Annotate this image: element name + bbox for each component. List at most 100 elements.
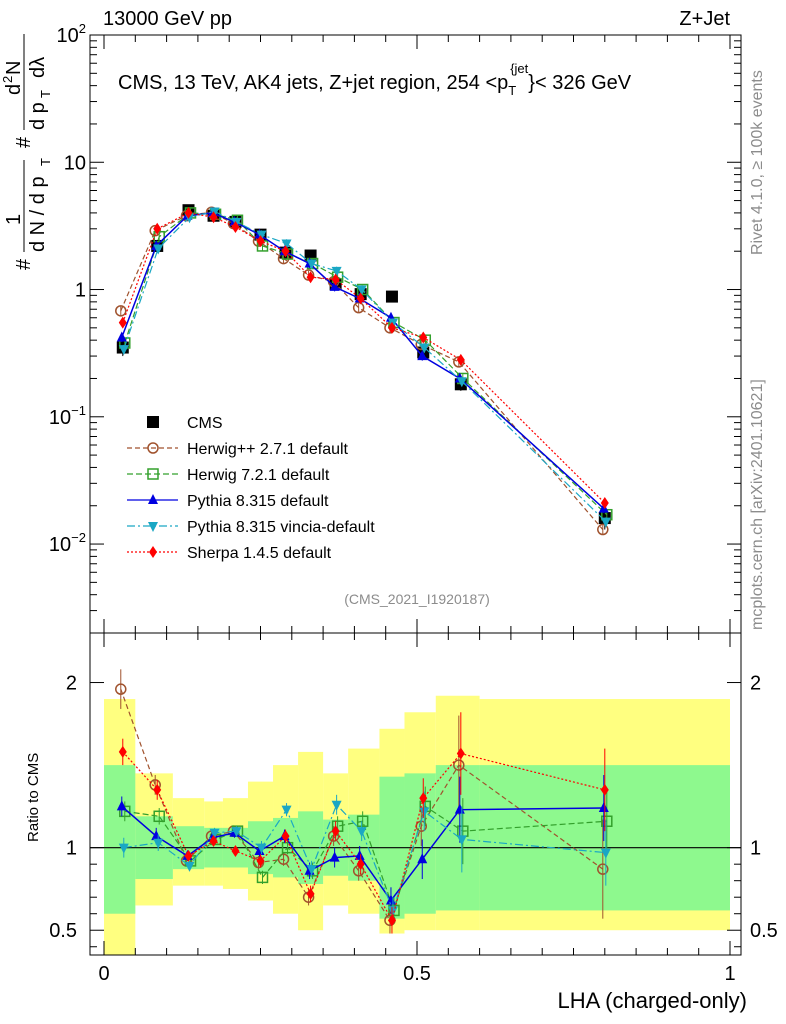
y-tick-label: 10−2 [49, 530, 86, 556]
ratio-band-green [435, 765, 480, 911]
data-point [153, 222, 162, 235]
data-point [385, 290, 398, 303]
ratio-y-ticks: 2 2 1 1 0.5 0.5 [49, 673, 778, 948]
ratio-point [306, 865, 317, 876]
ratio-line [120, 688, 604, 922]
ylabel-dN: d N / d p [27, 176, 49, 252]
series-line [121, 212, 605, 510]
legend-marker [148, 494, 158, 504]
legend-item: Sherpa 1.4.5 default [127, 545, 332, 562]
ratio-series [115, 669, 613, 934]
ratio-line [123, 803, 606, 913]
data-point [356, 285, 367, 296]
ylabel-dN-sub: T [38, 158, 53, 166]
ylabel-hash1: # [13, 258, 35, 270]
ratio-line [124, 805, 607, 913]
ratio-point [184, 861, 195, 872]
ratio-point [356, 815, 369, 827]
chart-title-sub: T [508, 83, 516, 98]
data-point [352, 301, 365, 314]
ratio-point [453, 759, 465, 771]
series-5 [118, 206, 609, 510]
ratio-point [209, 835, 218, 848]
x-tick-label: 0 [98, 963, 109, 985]
ratio-point [116, 800, 127, 811]
ratio-point [331, 825, 340, 838]
side-label-mcplots: mcplots.cern.ch [arXiv:2401.10621] [749, 379, 766, 630]
ratio-point [281, 830, 290, 843]
ratio-point [419, 792, 428, 805]
ratio-point [231, 844, 240, 857]
legend-item: CMS [147, 415, 223, 432]
legend-label: Herwig++ 2.7.1 default [187, 441, 349, 458]
ratio-y-label: Ratio to CMS [25, 753, 42, 842]
ratio-point [387, 906, 398, 917]
legend-marker [147, 442, 159, 454]
legend-item: Herwig 7.2.1 default [127, 467, 330, 484]
data-point [256, 235, 265, 248]
ylabel-dpt-sub: T [38, 90, 53, 98]
data-point [419, 331, 428, 344]
data-point [417, 350, 428, 361]
side-label-rivet: Rivet 4.1.0, ≥ 100k events [749, 70, 766, 255]
legend-item: Pythia 8.315 default [127, 493, 329, 510]
data-point [597, 523, 609, 536]
ratio-band-green [104, 765, 136, 914]
ratio-series-5 [118, 712, 609, 934]
chart-title: CMS, 13 TeV, AK4 jets, Z+jet region, 254… [118, 61, 632, 98]
data-point [281, 239, 292, 250]
ratio-tick-label-right: 2 [750, 673, 761, 695]
legend-label: Herwig 7.2.1 default [187, 467, 330, 484]
legend-label: CMS [187, 415, 223, 432]
data-point [231, 220, 240, 233]
chart-title-sup: {jet [510, 61, 528, 76]
ratio-point [331, 800, 342, 811]
ratio-point [419, 807, 430, 818]
legend-label: Pythia 8.315 default [187, 493, 329, 510]
ratio-point [277, 853, 290, 865]
main-series [115, 204, 613, 536]
legend-label: Sherpa 1.4.5 default [187, 545, 332, 562]
ylabel-d2N-sup: 2 [0, 76, 15, 83]
y-tick-label: 102 [57, 21, 86, 47]
ratio-band-green [404, 773, 436, 914]
data-point [600, 497, 609, 510]
series-line [123, 210, 607, 523]
data-point [356, 292, 365, 305]
data-point [209, 207, 220, 218]
legend-marker [148, 522, 158, 532]
data-point [456, 353, 465, 366]
chart-title-main: CMS, 13 TeV, AK4 jets, Z+jet region, 254… [118, 72, 508, 94]
ratio-point [153, 810, 165, 823]
x-axis-label: LHA (charged-only) [557, 988, 747, 1013]
data-point [331, 266, 342, 277]
data-point [598, 502, 609, 513]
ratio-tick-label-left: 1 [66, 838, 77, 860]
ratio-point [118, 745, 127, 758]
legend-item: Herwig++ 2.7.1 default [127, 441, 349, 458]
legend-item: Pythia 8.315 vincia-default [127, 519, 375, 536]
ylabel-one: 1 [3, 214, 25, 225]
legend-marker [147, 468, 159, 480]
y-tick-label: 10 [64, 152, 86, 174]
ratio-point [118, 843, 129, 854]
data-point [209, 211, 218, 224]
ratio-series-1 [115, 669, 609, 934]
ratio-tick-label-left: 0.5 [49, 920, 77, 942]
y-tick-label: 1 [75, 280, 86, 302]
data-point [118, 345, 129, 356]
ratio-point [184, 849, 193, 862]
ratio-bands [90, 695, 741, 955]
ylabel-dlambda: dλ [27, 57, 49, 78]
ratio-point [354, 849, 365, 860]
ratio-point [356, 858, 365, 871]
ratio-point [388, 904, 400, 917]
data-point [356, 283, 369, 296]
data-point [281, 245, 290, 258]
x-tick-label: 0.5 [403, 963, 431, 985]
data-point [115, 305, 127, 317]
data-point [256, 230, 267, 241]
legend-marker [149, 546, 157, 558]
data-point [387, 321, 396, 334]
